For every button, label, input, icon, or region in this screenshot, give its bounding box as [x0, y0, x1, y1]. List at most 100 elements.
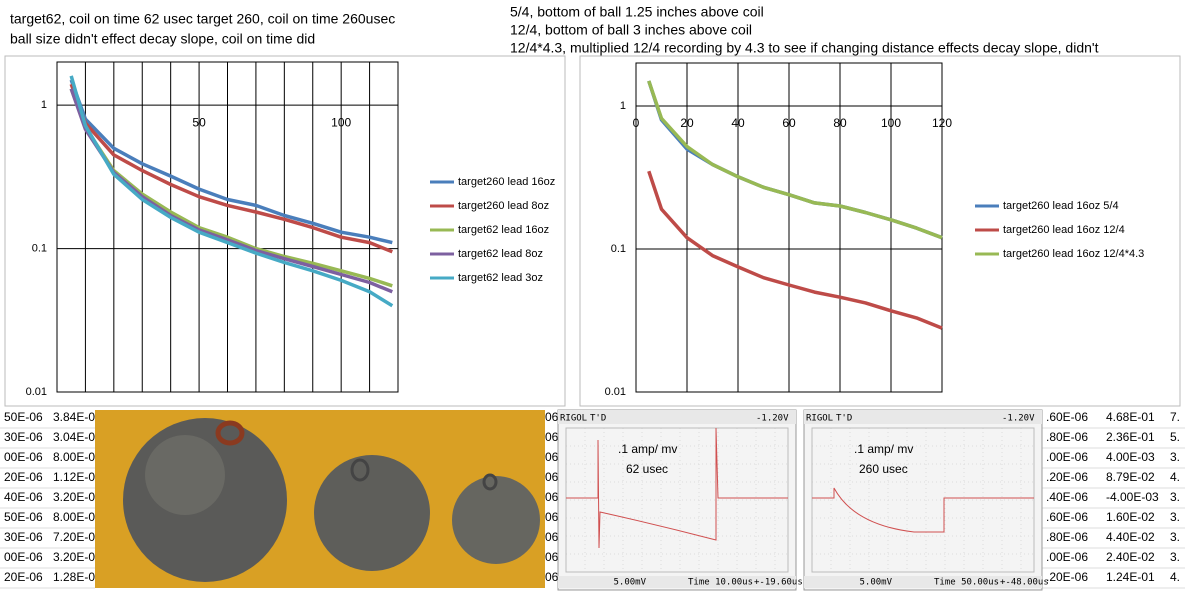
- cell: 5.: [1170, 430, 1180, 444]
- series-line: [647, 80, 943, 240]
- cell: .60E-06: [1046, 510, 1088, 524]
- legend-label: target260 lead 16oz 5/4: [1003, 200, 1119, 212]
- cell: .00E-06: [1046, 550, 1088, 564]
- scope-trace: [812, 487, 1034, 533]
- cell: 3.: [1170, 510, 1180, 524]
- scope-brand: RIGOL: [560, 414, 587, 424]
- cell: 3.: [1170, 550, 1180, 564]
- lead-ball: [314, 455, 430, 571]
- series-line: [647, 170, 943, 330]
- legend-label: target62 lead 3oz: [458, 272, 543, 284]
- cell: .60E-06: [1046, 410, 1088, 424]
- scope-timebase: Time 10.00us: [688, 578, 753, 588]
- cell: .80E-06: [1046, 530, 1088, 544]
- cell: 3.20E-0: [53, 490, 95, 504]
- note: ball size didn't effect decay slope, coi…: [10, 31, 315, 47]
- cell: 3.04E-0: [53, 430, 95, 444]
- ball-ring: [350, 458, 370, 482]
- x-tick-label: 80: [833, 116, 847, 130]
- scope-brand: RIGOL: [806, 414, 833, 424]
- cell: 7.: [1170, 410, 1180, 424]
- x-tick-label: 50: [192, 115, 206, 129]
- cell: .80E-06: [1046, 430, 1088, 444]
- y-tick-label: 1: [620, 100, 626, 112]
- photo: [95, 410, 545, 588]
- x-tick-label: 40: [731, 116, 745, 130]
- cell: 00E-06: [4, 550, 43, 564]
- cell: 8.00E-0: [53, 510, 95, 524]
- cell: 8.00E-0: [53, 450, 95, 464]
- note: target62, coil on time 62 usec target 26…: [10, 11, 395, 27]
- scope-header: [804, 410, 1042, 424]
- cell: 1.28E-0: [53, 570, 95, 584]
- scope-trace: [566, 427, 788, 549]
- scope-offset: +-19.60us: [754, 578, 803, 588]
- cell: 20E-06: [4, 570, 43, 584]
- cell: .40E-06: [1046, 490, 1088, 504]
- cell: 4.40E-02: [1106, 530, 1155, 544]
- note: 12/4*4.3, multiplied 12/4 recording by 4…: [510, 40, 1099, 56]
- scope-label: .1 amp/ mv: [618, 442, 677, 456]
- x-tick-label: 60: [782, 116, 796, 130]
- cell: 4.: [1170, 470, 1180, 484]
- note: 12/4, bottom of ball 3 inches above coil: [510, 22, 752, 38]
- y-tick-label: 0.01: [26, 386, 47, 398]
- cell: 30E-06: [4, 530, 43, 544]
- cell: 06: [545, 410, 559, 424]
- spreadsheet: 50E-06 3.84E-0 30E-06 3.04E-0 00E-06 8.00E-0 2…: [0, 410, 1185, 589]
- x-tick-label: 100: [331, 115, 351, 129]
- cell: 4.00E-03: [1106, 450, 1155, 464]
- lead-ball-highlight: [145, 435, 225, 515]
- legend-label: target62 lead 16oz: [458, 224, 549, 236]
- legend-label: target62 lead 8oz: [458, 248, 543, 260]
- scope-label: .1 amp/ mv: [854, 442, 913, 456]
- y-tick-label: 1: [41, 99, 47, 111]
- scope-grid-frame: [811, 427, 1035, 573]
- cell: 1.24E-01: [1106, 570, 1155, 584]
- cell: .20E-06: [1046, 470, 1088, 484]
- cell: 50E-06: [4, 510, 43, 524]
- cell: 00E-06: [4, 450, 43, 464]
- scope-timebase: Time 50.00us: [934, 578, 999, 588]
- y-tick-label: 0.1: [32, 242, 47, 254]
- cell: 06: [545, 490, 559, 504]
- scope-footer: [804, 576, 1042, 588]
- cell: 06: [545, 530, 559, 544]
- legend-label: target260 lead 16oz: [458, 176, 555, 188]
- cell: 06: [545, 470, 559, 484]
- y-tick-label: 0.01: [605, 386, 626, 398]
- cell: 4.: [1170, 570, 1180, 584]
- cell: 50E-06: [4, 410, 43, 424]
- scope-label: 260 usec: [859, 462, 908, 476]
- cell: 3.: [1170, 450, 1180, 464]
- lead-ball: [452, 476, 540, 564]
- scope-volts: 5.00mV: [859, 578, 892, 588]
- scope-mode: T'D: [590, 414, 606, 424]
- ball-ring: [482, 473, 498, 491]
- cell: 3.: [1170, 530, 1180, 544]
- cell: 06: [545, 510, 559, 524]
- scope-screen: [803, 409, 1043, 591]
- cell: 7.20E-0: [53, 530, 95, 544]
- series-line: [69, 79, 393, 245]
- legend-label: target260 lead 16oz 12/4*4.3: [1003, 248, 1144, 260]
- series-line: [69, 83, 393, 254]
- cell: 3.: [1170, 490, 1180, 504]
- cell: 06: [545, 430, 559, 444]
- x-tick-label: 120: [932, 116, 952, 130]
- cell: 2.36E-01: [1106, 430, 1155, 444]
- scope-label: 62 usec: [626, 462, 668, 476]
- cell: 4.68E-01: [1106, 410, 1155, 424]
- ball-ring: [215, 420, 245, 446]
- cell: 30E-06: [4, 430, 43, 444]
- scope-footer: [558, 576, 796, 588]
- cell: .20E-06: [1046, 570, 1088, 584]
- x-tick-label: 20: [680, 116, 694, 130]
- cell: 40E-06: [4, 490, 43, 504]
- scope-header: [558, 410, 796, 424]
- cell: 1.60E-02: [1106, 510, 1155, 524]
- scope-grid-frame: [565, 427, 789, 573]
- cell: 06: [545, 570, 559, 584]
- y-tick-label: 0.1: [611, 243, 626, 255]
